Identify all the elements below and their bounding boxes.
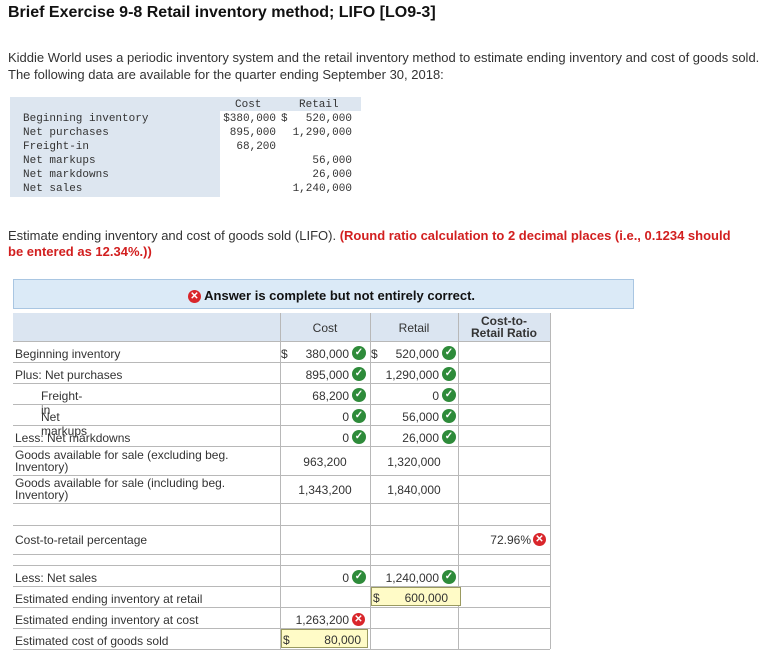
currency-symbol: $ (283, 633, 290, 647)
ratio-input[interactable]: 72.96% (490, 533, 531, 547)
row-label-freight-in: Freight-in (41, 389, 83, 417)
given-cost: $380,000 (223, 113, 276, 125)
retail-input[interactable]: 1,240,000 (385, 571, 439, 585)
given-cost: 68,200 (236, 141, 276, 153)
gafs-excluding-retail: 1,320,000 (387, 455, 441, 469)
currency-symbol: $ (373, 591, 380, 605)
correct-check-icon: ✓ (352, 430, 366, 444)
currency-symbol: $ (371, 347, 378, 361)
correct-check-icon: ✓ (442, 388, 456, 402)
col-header-ratio: Cost-to- Retail Ratio (470, 314, 537, 340)
cost-input[interactable]: 0 (342, 571, 349, 585)
answer-status-banner: ✕ Answer is complete but not entirely co… (13, 279, 634, 309)
instruction-text: Estimate ending inventory and cost of go… (8, 228, 337, 243)
incorrect-x-icon: ✕ (352, 613, 365, 626)
incorrect-x-icon: ✕ (533, 533, 546, 546)
gafs-excluding-cost: 963,200 (303, 455, 347, 469)
instructions: Estimate ending inventory and cost of go… (8, 228, 748, 260)
given-label: Beginning inventory (23, 113, 149, 125)
correct-check-icon: ✓ (442, 570, 456, 584)
col-header-retail: Retail (398, 321, 430, 335)
given-label: Net markups (23, 155, 96, 167)
correct-check-icon: ✓ (442, 409, 456, 423)
correct-check-icon: ✓ (352, 388, 366, 402)
rounding-note: (Round ratio calculation to 2 decimal pl… (8, 228, 731, 259)
given-retail: 520,000 (305, 113, 352, 125)
correct-check-icon: ✓ (352, 409, 366, 423)
correct-check-icon: ✓ (352, 346, 366, 360)
ending-retail-input[interactable]: $ 600,000 (371, 587, 461, 606)
given-label: Net purchases (23, 127, 109, 139)
gafs-including-retail: 1,840,000 (387, 483, 441, 497)
retail-input[interactable]: 520,000 (395, 347, 439, 361)
cogs-input[interactable]: $ 80,000 (281, 629, 368, 648)
given-retail: 1,240,000 (292, 183, 352, 195)
given-retail: 56,000 (312, 155, 352, 167)
retail-input[interactable]: 56,000 (402, 410, 439, 424)
correct-check-icon: ✓ (442, 430, 456, 444)
cost-input[interactable]: 0 (342, 410, 349, 424)
retail-input[interactable]: 26,000 (402, 431, 439, 445)
row-label-beginning-inventory: Beginning inventory (15, 347, 121, 361)
gafs-including-cost: 1,343,200 (298, 483, 352, 497)
row-label-net-markups: Net markups (41, 410, 88, 438)
given-retail: 26,000 (312, 169, 352, 181)
row-label-cost-to-retail: Cost-to-retail percentage (15, 533, 148, 547)
correct-check-icon: ✓ (352, 570, 366, 584)
ending-cost-input[interactable]: 1,263,200 (295, 613, 349, 627)
given-cost: 895,000 (229, 127, 276, 139)
retail-input[interactable]: 1,290,000 (385, 368, 439, 382)
row-label-ending-retail: Estimated ending inventory at retail (15, 592, 203, 606)
retail-input[interactable]: 0 (432, 389, 439, 403)
given-data-table: Cost Retail Beginning inventory $380,000… (10, 97, 361, 197)
row-label-cogs: Estimated cost of goods sold (15, 634, 169, 648)
correct-check-icon: ✓ (442, 367, 456, 381)
row-label-ending-cost: Estimated ending inventory at cost (15, 613, 199, 627)
row-label-gafs-excluding: Goods available for sale (excluding beg.… (15, 448, 229, 474)
given-col-cost: Cost (235, 99, 262, 111)
given-label: Net markdowns (23, 169, 109, 181)
given-col-retail: Retail (299, 99, 339, 111)
correct-check-icon: ✓ (352, 367, 366, 381)
cost-input[interactable]: 895,000 (305, 368, 349, 382)
page-title: Brief Exercise 9-8 Retail inventory meth… (8, 4, 436, 21)
banner-text: Answer is complete but not entirely corr… (204, 288, 476, 303)
row-label-net-sales: Less: Net sales (15, 571, 98, 585)
given-retail: 1,290,000 (292, 127, 352, 139)
cost-input[interactable]: 68,200 (312, 389, 349, 403)
cost-input[interactable]: 380,000 (305, 347, 349, 361)
given-retail-sym: $ (281, 113, 288, 125)
given-label: Net sales (23, 183, 83, 195)
error-icon: ✕ (188, 290, 201, 304)
row-label-net-markdowns: Less: Net markdowns (15, 431, 131, 445)
correct-check-icon: ✓ (442, 346, 456, 360)
problem-intro: Kiddie World uses a periodic inventory s… (8, 50, 760, 82)
currency-symbol: $ (281, 347, 288, 361)
col-header-cost: Cost (312, 321, 338, 335)
row-label-net-purchases: Plus: Net purchases (15, 368, 123, 382)
cost-input[interactable]: 0 (342, 431, 349, 445)
given-label: Freight-in (23, 141, 90, 153)
row-label-gafs-including: Goods available for sale (including beg.… (15, 476, 226, 502)
